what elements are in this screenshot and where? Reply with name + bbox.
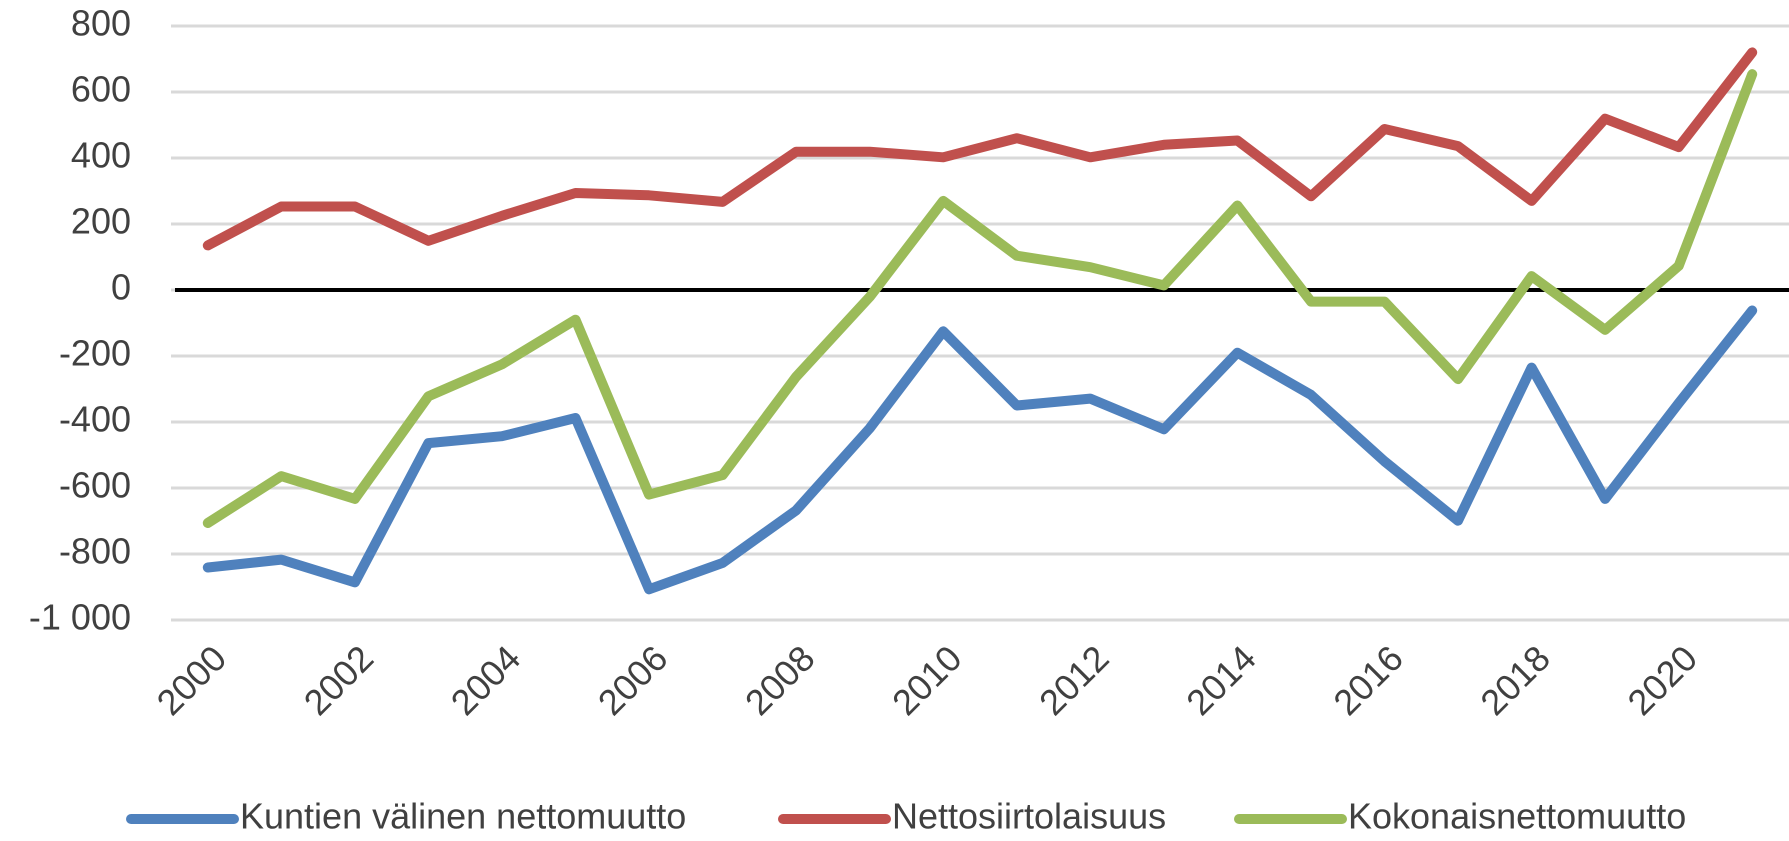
y-tick-label: 400: [71, 135, 131, 176]
y-tick-label: -400: [59, 399, 131, 440]
x-tick-label: 2020: [1619, 637, 1705, 723]
x-tick-label: 2010: [884, 637, 970, 723]
x-tick-label: 2016: [1325, 637, 1411, 723]
y-tick-label: 800: [71, 3, 131, 44]
legend-label: Kokonaisnettomuutto: [1348, 796, 1686, 837]
line-series: [202, 305, 1758, 595]
y-tick-label: -1 000: [29, 597, 131, 638]
y-tick-label: -200: [59, 333, 131, 374]
y-tick-label: 600: [71, 69, 131, 110]
x-tick-label: 2012: [1031, 637, 1117, 723]
x-tick-label: 2006: [590, 637, 676, 723]
line-series: [202, 69, 1758, 528]
y-tick-label: -800: [59, 531, 131, 572]
x-tick-label: 2008: [737, 637, 823, 723]
x-tick-label: 2002: [296, 637, 382, 723]
y-tick-label: 200: [71, 201, 131, 242]
x-tick-label: 2004: [443, 637, 529, 723]
y-tick-label: -600: [59, 465, 131, 506]
y-tick-label: 0: [111, 267, 131, 308]
legend-label: Nettosiirtolaisuus: [892, 796, 1166, 837]
legend-label: Kuntien välinen nettomuutto: [240, 796, 686, 837]
x-tick-label: 2000: [149, 637, 235, 723]
x-tick-label: 2014: [1178, 637, 1264, 723]
line-series: [202, 47, 1758, 251]
x-tick-label: 2018: [1472, 637, 1558, 723]
